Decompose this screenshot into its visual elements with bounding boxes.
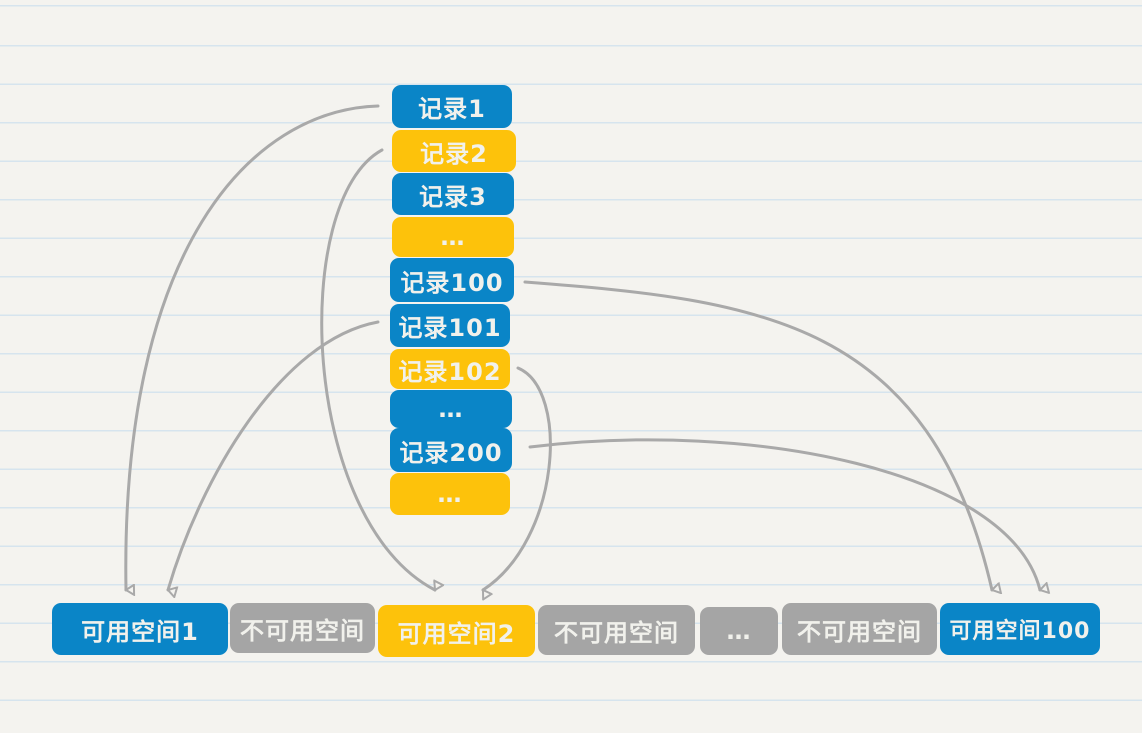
- record-ellipsis: …: [392, 217, 514, 257]
- record-100: 记录100: [390, 258, 514, 302]
- record-2: 记录2: [392, 130, 516, 172]
- arrow-record1: [126, 104, 380, 590]
- space-unavailable: 不可用空间: [782, 603, 937, 655]
- record-3: 记录3: [392, 173, 514, 215]
- space-ellipsis: …: [700, 607, 778, 655]
- space-unavailable: 不可用空间: [538, 605, 695, 655]
- space-available-2: 可用空间2: [378, 605, 535, 657]
- arrow-record2: [320, 148, 435, 590]
- space-available-100: 可用空间100: [940, 603, 1100, 655]
- space-available-1: 可用空间1: [52, 603, 228, 655]
- record-1: 记录1: [392, 85, 512, 128]
- arrow-record102: [481, 366, 552, 590]
- arrow-record101: [168, 320, 380, 590]
- space-unavailable: 不可用空间: [230, 603, 375, 653]
- arrow-record100: [523, 280, 992, 590]
- record-ellipsis: …: [390, 390, 512, 428]
- record-ellipsis: …: [390, 473, 510, 515]
- record-102: 记录102: [390, 349, 510, 389]
- record-200: 记录200: [390, 428, 512, 472]
- record-101: 记录101: [390, 304, 510, 347]
- arrow-record200: [528, 438, 1040, 590]
